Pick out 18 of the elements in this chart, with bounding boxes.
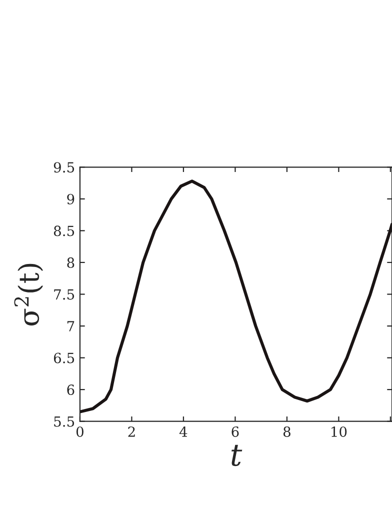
y-tick-label: 5.5 [54,416,74,427]
y-tick-label: 6 [67,384,74,396]
y-axis-title: σ$^{2}$(t) [14,264,44,326]
y-tick-label: 8 [67,257,74,268]
x-tick-label: 8 [283,426,290,437]
y-tick-label: 9.5 [54,162,74,173]
x-tick-label: 10 [332,426,347,437]
x-tick-label: 0 [76,426,84,437]
y-tick-label: 7.5 [54,289,74,300]
y-tick-label: 9 [67,194,74,204]
y-tick-label: 8.5 [54,226,74,236]
x-tick-label: 4 [179,426,188,437]
y-tick-label: 7 [67,321,74,332]
x-axis-title: t [232,444,242,466]
y-tick-label: 6.5 [54,352,74,364]
x-tick-label: 6 [232,426,239,437]
x-tick-label: 2 [128,426,135,437]
line-series [80,180,392,414]
